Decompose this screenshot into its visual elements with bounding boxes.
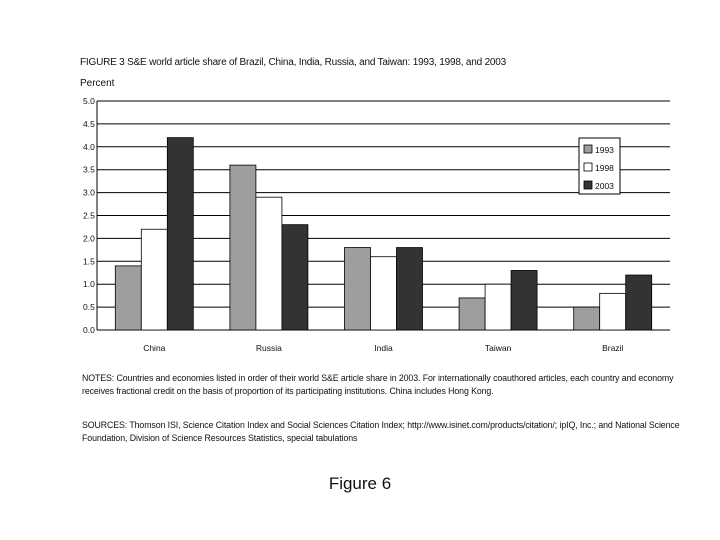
y-tick-label: 4.0 (83, 142, 95, 152)
bar-1998-brazil (599, 292, 627, 331)
y-tick-label: 0.5 (83, 302, 95, 312)
bar-1993-taiwan (458, 297, 486, 331)
x-tick-label: Taiwan (485, 343, 512, 353)
bar-2003-china (166, 137, 194, 331)
bar-1993-china (114, 265, 142, 331)
y-tick-label: 3.0 (83, 188, 95, 198)
y-tick-label: 1.5 (83, 256, 95, 266)
y-tick-label: 1.0 (83, 279, 95, 289)
bar-1998-india (370, 256, 397, 331)
figure-title: FIGURE 3 S&E world article share of Braz… (80, 57, 507, 68)
legend-swatch-1993 (583, 144, 593, 154)
x-tick-label: Russia (256, 343, 282, 353)
legend-label-1993: 1993 (595, 145, 614, 155)
bar-1998-russia (255, 196, 283, 331)
y-tick-label: 5.0 (83, 96, 95, 106)
legend-swatch-1998 (583, 162, 593, 172)
bar-1998-taiwan (484, 283, 512, 331)
figure-caption: Figure 6 (328, 474, 392, 493)
y-tick-label: 3.5 (83, 165, 95, 175)
x-tick-label: India (374, 343, 393, 353)
bar-2003-russia (281, 224, 309, 331)
bar-2003-india (396, 247, 423, 331)
legend-swatch-2003 (583, 180, 593, 190)
bar-1993-russia (229, 164, 257, 331)
bar-1993-india (344, 247, 371, 331)
y-tick-label: 2.5 (83, 211, 95, 221)
x-tick-label: China (143, 343, 165, 353)
bar-1998-china (140, 228, 168, 331)
y-axis-label: Percent (80, 78, 115, 89)
y-tick-label: 0.0 (83, 325, 95, 335)
bar-2003-taiwan (510, 270, 538, 331)
y-tick-label: 2.0 (83, 233, 95, 243)
legend-label-1998: 1998 (595, 163, 614, 173)
notes-text: NOTES: Countries and economies listed in… (82, 373, 674, 396)
y-tick-label: 4.5 (83, 119, 95, 129)
bar-2003-brazil (625, 274, 653, 331)
legend-label-2003: 2003 (595, 181, 614, 191)
x-tick-label: Brazil (602, 343, 623, 353)
sources-text: SOURCES: Thomson ISI, Science Citation I… (82, 420, 680, 443)
bar-1993-brazil (573, 306, 601, 331)
